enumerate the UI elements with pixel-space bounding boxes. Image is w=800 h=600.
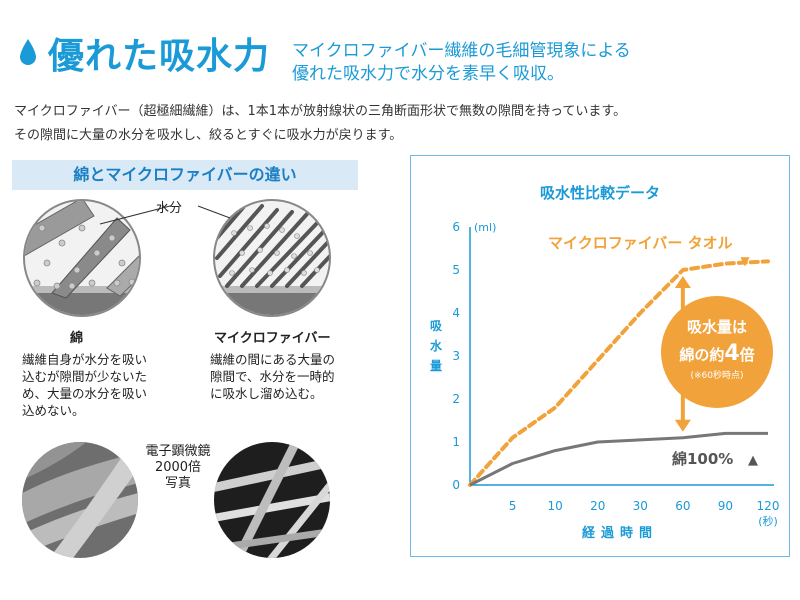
description-line2: その隙間に大量の水分を吸水し、絞るとすぐに吸水力が戻ります。: [14, 128, 403, 143]
cotton-fiber-illustration: [23, 199, 141, 317]
y-tick-label: 2: [452, 392, 460, 406]
comparison-heading: 綿とマイクロファイバーの違い: [12, 160, 358, 190]
microfiber-series-name: マイクロファイバー タオル: [548, 234, 733, 252]
x-unit-label: (秒): [758, 514, 778, 528]
description-line1: マイクロファイバー（超極細繊維）は、1本1本が放射線状の三角断面形状で無数の隙間…: [14, 104, 627, 119]
y-axis-label-char: 量: [430, 359, 442, 373]
y-unit-label: (ml): [474, 221, 496, 234]
cotton-microscope-photo: [22, 442, 138, 558]
y-axis-label-char: 吸: [430, 319, 443, 333]
tagline-line1: マイクロファイバー繊維の毛細管現象による: [292, 41, 631, 61]
microscope-caption: 電子顕微鏡 2000倍 写真: [138, 444, 218, 492]
tagline: マイクロファイバー繊維の毛細管現象による 優れた吸水力で水分を素早く吸収。: [292, 40, 631, 86]
x-tick-label: 120: [757, 499, 780, 513]
cotton-caption-line: 繊維自身が水分を吸い: [22, 352, 148, 367]
y-tick-label: 1: [452, 435, 460, 449]
x-tick-label: 60: [675, 499, 690, 513]
tagline-line2: 優れた吸水力で水分を素早く吸収。: [292, 64, 564, 84]
y-axis-label-char: 水: [430, 338, 443, 353]
callout-note: (※60秒時点): [690, 369, 743, 381]
x-tick-label: 5: [509, 499, 517, 513]
absorption-chart: 0 1 2 3 4 5 6 (ml) 吸水量 5 10 20 30 60 90 120(秒) 経過時間 マイクロフ…: [430, 220, 780, 541]
callout-badge: [661, 296, 773, 408]
microfiber-caption-line: 隙間で、水分を一時的: [210, 369, 335, 384]
cotton-caption-line: め、大量の水分を吸い: [22, 386, 148, 401]
microfiber-caption-line: に吸水し溜め込む。: [210, 386, 323, 401]
callout-arrow-head-down: [674, 419, 691, 432]
water-drop-icon: [20, 39, 36, 65]
microscope-caption-line: 電子顕微鏡: [145, 444, 211, 459]
cotton-series-name: 綿100%: [672, 450, 733, 468]
cotton-caption-line: 込めない。: [22, 403, 85, 418]
water-pointer-lines: [99, 205, 231, 225]
x-tick-label: 90: [718, 499, 733, 513]
cotton-caption: 繊維自身が水分を吸い 込むが隙間が少ないた め、大量の水分を吸い 込めない。: [22, 351, 147, 419]
microfiber-microscope-photo: [214, 442, 330, 558]
microscope-caption-line: 2000倍: [154, 460, 202, 475]
chart-title: 吸水性比較データ: [539, 184, 660, 202]
cotton-marker: ▲: [748, 453, 758, 468]
x-tick-label: 30: [633, 499, 648, 513]
cotton-label: 綿: [70, 331, 84, 346]
page-title: 優れた吸水力: [48, 36, 271, 77]
microscope-caption-line: 写真: [164, 476, 191, 491]
microfiber-series-line: [468, 259, 770, 487]
callout-arrow-head-up: [674, 276, 691, 288]
microfiber-label: マイクロファイバー: [214, 331, 331, 346]
microfiber-illustration: [213, 199, 331, 317]
y-tick-label: 5: [452, 263, 460, 277]
y-tick-label: 4: [452, 306, 460, 320]
callout-line1: 吸水量は: [687, 318, 747, 336]
x-tick-label: 10: [548, 499, 563, 513]
y-tick-label: 0: [452, 478, 460, 492]
microfiber-caption-line: 繊維の間にある大量の: [210, 352, 336, 367]
microfiber-caption: 繊維の間にある大量の 隙間で、水分を一時的 に吸水し溜め込む。: [210, 351, 335, 402]
y-tick-label: 6: [452, 220, 460, 234]
callout-line2: 綿の約4倍: [679, 341, 754, 366]
microfiber-marker: ▼: [740, 254, 750, 268]
x-axis-label: 経過時間: [582, 525, 658, 541]
cotton-caption-line: 込むが隙間が少ないた: [22, 369, 148, 384]
water-label: 水分: [156, 201, 183, 216]
y-tick-label: 3: [452, 349, 460, 363]
x-tick-label: 20: [590, 499, 605, 513]
cotton-series-line: [469, 431, 768, 487]
